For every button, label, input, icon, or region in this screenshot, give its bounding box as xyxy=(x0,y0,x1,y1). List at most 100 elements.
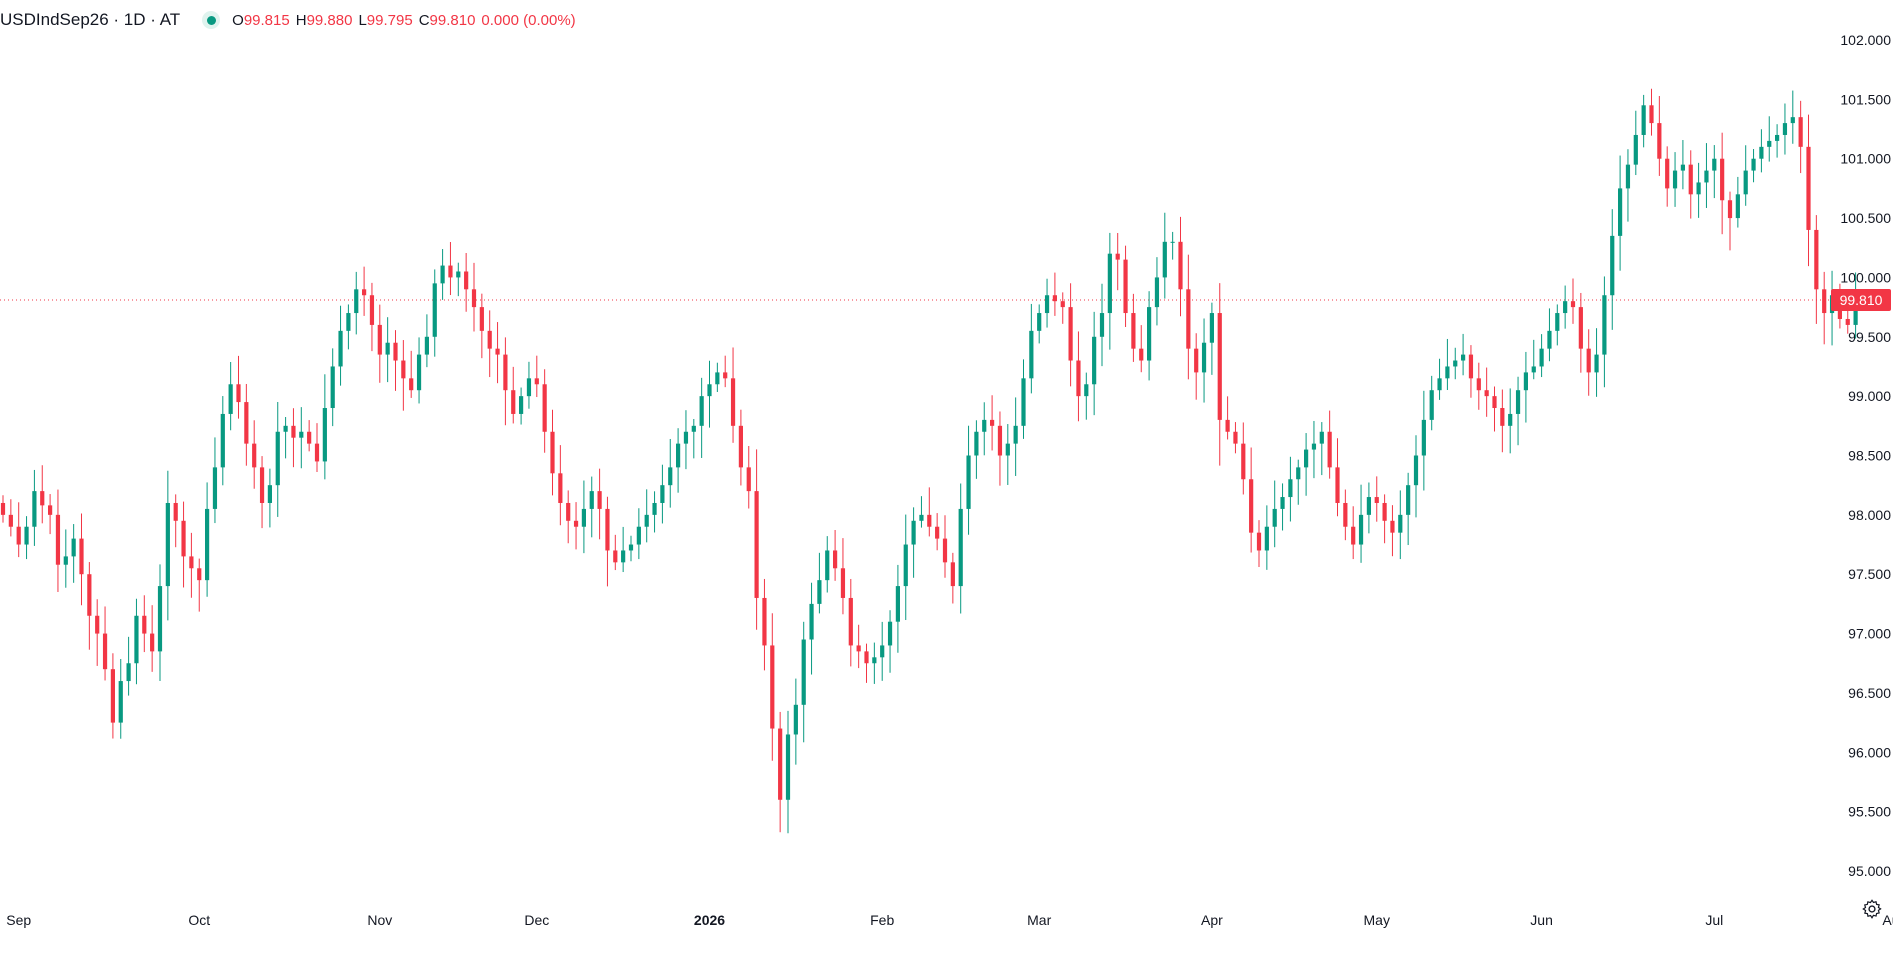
candle-body xyxy=(573,520,579,527)
candle-body xyxy=(519,396,524,414)
candle xyxy=(935,513,940,551)
candle xyxy=(1099,283,1105,367)
candle-body xyxy=(1500,408,1505,426)
candle-body xyxy=(385,342,390,355)
high-value: 99.880 xyxy=(306,11,353,29)
candle xyxy=(1194,333,1199,400)
candle xyxy=(1508,388,1513,454)
candle-body xyxy=(652,502,657,515)
candle xyxy=(942,515,948,578)
candle xyxy=(558,445,563,526)
candle-body xyxy=(259,467,265,503)
candle-body xyxy=(801,639,806,705)
candle-body xyxy=(1013,425,1018,444)
candle xyxy=(95,599,100,666)
candle xyxy=(1021,359,1026,439)
candle xyxy=(526,361,532,409)
candle xyxy=(1272,480,1277,548)
candle-body xyxy=(197,568,202,581)
candle xyxy=(628,535,634,562)
candle xyxy=(1775,124,1780,158)
candle-body xyxy=(550,431,555,474)
candle-body xyxy=(589,491,594,509)
x-tick-label: Mar xyxy=(1027,912,1051,928)
candle xyxy=(236,355,241,419)
candle-body xyxy=(479,307,484,331)
symbol-title[interactable]: USDIndSep26 · 1D · AT xyxy=(0,10,181,29)
candle xyxy=(542,369,547,453)
candle-body xyxy=(809,603,814,640)
candle xyxy=(1531,339,1536,380)
candle xyxy=(1727,191,1733,251)
candle-body xyxy=(581,508,586,527)
candle xyxy=(778,711,783,833)
candle-body xyxy=(1194,348,1199,373)
candle xyxy=(676,428,681,493)
candle-body xyxy=(880,645,885,658)
candle-body xyxy=(1319,431,1324,444)
candle xyxy=(1500,389,1505,453)
candle-body xyxy=(903,544,908,587)
candle-body xyxy=(1421,419,1426,456)
candle-body xyxy=(377,324,382,355)
candle-body xyxy=(825,550,830,581)
candle xyxy=(440,249,445,300)
candle-body xyxy=(848,597,853,646)
candle xyxy=(1327,410,1332,479)
candle xyxy=(511,366,516,424)
candle-body xyxy=(1547,330,1552,349)
candle xyxy=(1743,145,1748,206)
candle-body xyxy=(1539,348,1544,367)
x-tick-label: Feb xyxy=(870,912,894,928)
candle xyxy=(1076,331,1081,422)
candle-body xyxy=(1139,348,1144,361)
candle-body xyxy=(1633,134,1638,165)
candle-body xyxy=(1406,485,1411,515)
candle-body xyxy=(1343,502,1348,527)
candle-body xyxy=(424,336,429,355)
candle-body xyxy=(416,354,422,391)
candle-body xyxy=(676,443,681,468)
candle xyxy=(644,489,649,543)
candle-body xyxy=(1005,443,1010,456)
candle-body xyxy=(1304,449,1309,468)
candle-body xyxy=(1107,253,1112,314)
candle-body xyxy=(966,455,971,509)
candle-body xyxy=(464,271,469,290)
candle xyxy=(299,407,304,469)
candle xyxy=(966,425,971,535)
candle-body xyxy=(1492,396,1497,409)
candle xyxy=(197,558,202,612)
candle-body xyxy=(887,621,893,646)
candle-body xyxy=(1578,307,1583,349)
candle xyxy=(1563,285,1568,329)
candle-body xyxy=(1029,330,1034,379)
candle-body xyxy=(1272,508,1277,527)
candle-body xyxy=(1657,123,1662,159)
candle-body xyxy=(534,378,539,385)
candle-body xyxy=(1743,170,1748,195)
candle xyxy=(746,446,751,509)
candle xyxy=(1147,291,1152,381)
candle-body xyxy=(173,502,178,521)
candle-body xyxy=(613,550,618,563)
candle xyxy=(1641,94,1646,148)
candle xyxy=(785,710,791,834)
candle xyxy=(79,513,84,606)
candle-body xyxy=(628,544,634,551)
candle-body xyxy=(785,734,791,800)
candle xyxy=(330,348,335,427)
candle xyxy=(464,252,469,312)
candle-body xyxy=(1735,194,1740,219)
candle xyxy=(307,420,312,452)
y-tick-label: 99.500 xyxy=(1848,329,1891,345)
candle xyxy=(809,582,814,675)
candle-body xyxy=(840,568,846,598)
candle-body xyxy=(1021,378,1026,426)
gear-icon[interactable] xyxy=(1861,898,1883,920)
candle-body xyxy=(738,425,743,468)
candle xyxy=(1154,257,1160,326)
candle xyxy=(1107,232,1112,350)
